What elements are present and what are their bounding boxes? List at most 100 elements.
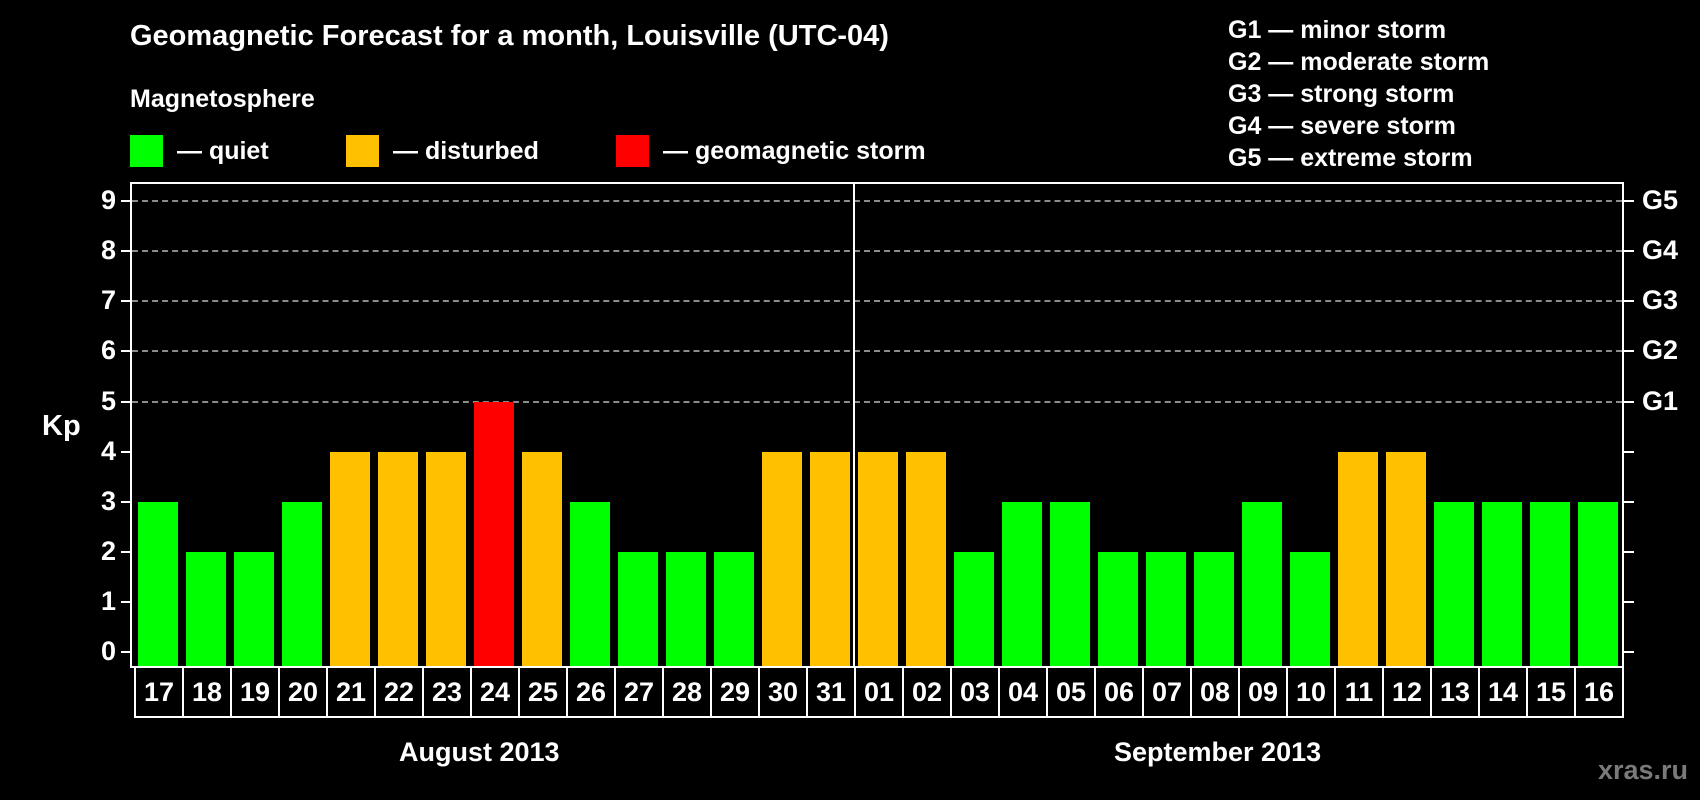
right-tick-3 [1624, 500, 1634, 503]
bar-05 [1050, 501, 1090, 666]
right-tick-8 [1624, 250, 1634, 253]
date-cell-03: 03 [952, 668, 1000, 716]
y-tick-label: 1 [100, 585, 116, 616]
bar-07 [1146, 551, 1186, 666]
bar-12 [1386, 451, 1426, 666]
right-tick-0 [1624, 651, 1634, 653]
bar-31 [810, 451, 850, 666]
y-tick-label: 4 [100, 435, 116, 466]
storm-scale-g2: G2 — moderate storm [1228, 48, 1490, 76]
bar-17 [138, 501, 178, 666]
y-tick-8 [121, 250, 131, 253]
date-cell-08: 08 [1192, 668, 1240, 716]
y-tick-label: 2 [100, 535, 116, 566]
date-cell-01: 01 [856, 668, 904, 716]
date-cell-11: 11 [1336, 668, 1384, 716]
gridline-kp-8 [132, 250, 1622, 253]
bar-13 [1434, 501, 1474, 666]
date-cell-23: 23 [424, 668, 472, 716]
gridline-kp-6 [132, 350, 1622, 353]
date-cell-20: 20 [280, 668, 328, 716]
date-cell-13: 13 [1432, 668, 1480, 716]
right-tick-7 [1624, 300, 1634, 303]
storm-scale-g1: G1 — minor storm [1228, 16, 1447, 44]
date-cell-24: 24 [472, 668, 520, 716]
bar-02 [906, 451, 946, 666]
date-cell-19: 19 [232, 668, 280, 716]
legend-label-quiet: — quiet [177, 136, 269, 165]
date-cell-05: 05 [1048, 668, 1096, 716]
legend-storm: — geomagnetic storm [616, 135, 926, 167]
plot-area [130, 182, 1624, 668]
date-cell-16: 16 [1576, 668, 1624, 716]
bar-04 [1002, 501, 1042, 666]
date-cell-15: 15 [1528, 668, 1576, 716]
bar-06 [1098, 551, 1138, 666]
legend-swatch-disturbed [346, 135, 379, 167]
g-scale-label-g1: G1 [1642, 385, 1679, 416]
bar-28 [666, 551, 706, 666]
y-tick-9 [121, 200, 131, 203]
y-tick-4 [121, 450, 131, 453]
date-cell-27: 27 [616, 668, 664, 716]
right-tick-1 [1624, 600, 1634, 603]
month-label-september: September 2013 [1114, 737, 1322, 767]
bar-20 [282, 501, 322, 666]
y-tick-label: 5 [100, 385, 116, 416]
bar-21 [330, 451, 370, 666]
watermark: xras.ru [1597, 755, 1688, 785]
storm-scale-g3: G3 — strong storm [1228, 80, 1455, 108]
gridline-kp-5 [132, 400, 1622, 403]
date-cell-02: 02 [904, 668, 952, 716]
y-tick-0 [121, 651, 131, 653]
month-label-august: August 2013 [399, 737, 560, 767]
date-cell-30: 30 [760, 668, 808, 716]
gridline-kp-7 [132, 300, 1622, 303]
legend-label-storm: — geomagnetic storm [663, 136, 926, 165]
date-cell-14: 14 [1480, 668, 1528, 716]
bar-11 [1338, 451, 1378, 666]
right-tick-4 [1624, 450, 1634, 453]
y-tick-label: 6 [100, 335, 116, 366]
bar-03 [954, 551, 994, 666]
legend-swatch-storm [616, 135, 649, 167]
bar-30 [762, 451, 802, 666]
y-tick-7 [121, 300, 131, 303]
date-cell-17: 17 [136, 668, 184, 716]
y-tick-label: 3 [100, 485, 116, 516]
right-tick-9 [1624, 200, 1634, 203]
bar-29 [714, 551, 754, 666]
bar-23 [426, 451, 466, 666]
bar-16 [1578, 501, 1618, 666]
y-axis-label: Kp [42, 410, 81, 442]
storm-scale-legend: G1 — minor storm G2 — moderate storm G3 … [1228, 14, 1489, 174]
g-scale-label-g2: G2 [1642, 335, 1679, 366]
y-tick-label: 0 [100, 636, 116, 666]
bar-24 [474, 401, 514, 666]
date-cell-21: 21 [328, 668, 376, 716]
gridline-kp-9 [132, 200, 1622, 203]
date-cell-26: 26 [568, 668, 616, 716]
bar-09 [1242, 501, 1282, 666]
date-cell-04: 04 [1000, 668, 1048, 716]
y-tick-label: 9 [100, 185, 116, 216]
date-axis: 17 18 19 20 21 22 23 24 25 26 27 28 29 30 31 01 02 03 04 05… [134, 668, 1624, 718]
date-cell-10: 10 [1288, 668, 1336, 716]
g-scale-label-g4: G4 [1642, 235, 1679, 266]
g-scale-label-g3: G3 [1642, 285, 1679, 316]
bar-01 [858, 451, 898, 666]
bar-10 [1290, 551, 1330, 666]
date-cell-06: 06 [1096, 668, 1144, 716]
bar-14 [1482, 501, 1522, 666]
date-cell-29: 29 [712, 668, 760, 716]
y-tick-1 [121, 600, 131, 603]
legend-label-disturbed: — disturbed [393, 136, 539, 165]
month-divider [853, 184, 855, 666]
bar-08 [1194, 551, 1234, 666]
legend-disturbed: — disturbed [346, 135, 539, 167]
bar-22 [378, 451, 418, 666]
right-tick-2 [1624, 550, 1634, 553]
bar-26 [570, 501, 610, 666]
bar-25 [522, 451, 562, 666]
date-cell-28: 28 [664, 668, 712, 716]
